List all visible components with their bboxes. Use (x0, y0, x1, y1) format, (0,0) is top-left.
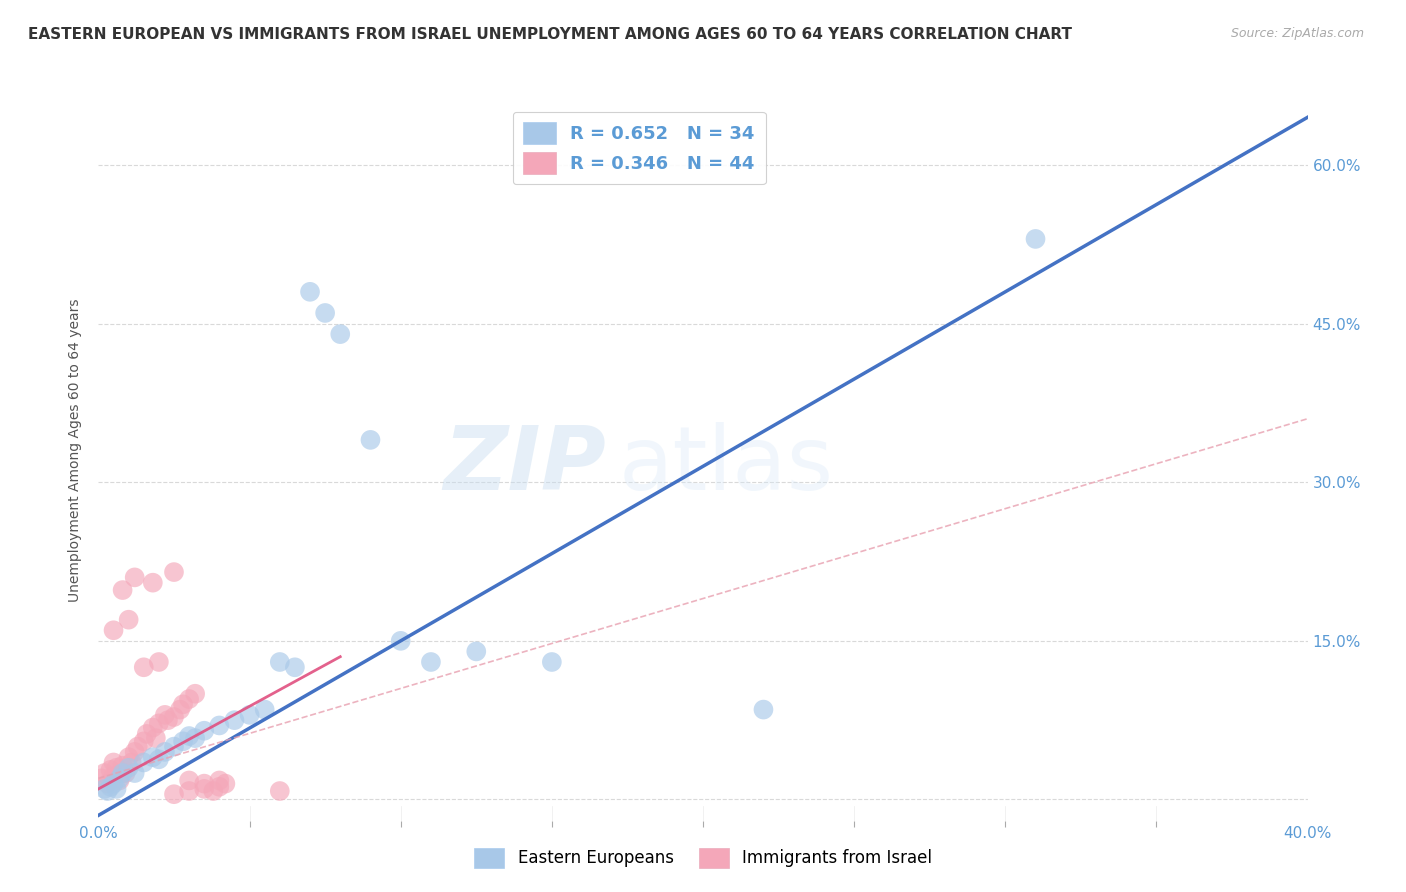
Point (124, 766, 146, 780)
Point (360, 433, 382, 447)
Point (214, 776, 236, 791)
Point (752, 703, 775, 717)
Point (121, 756, 143, 770)
Point (90, 772, 112, 786)
Point (284, 660, 307, 674)
Point (193, 781, 215, 796)
Point (314, 306, 336, 320)
Point (93, 766, 115, 780)
Point (96, 776, 118, 791)
Point (179, 773, 201, 788)
Point (163, 787, 186, 801)
Point (142, 750, 165, 764)
Point (148, 655, 170, 669)
Point (118, 761, 141, 775)
Point (145, 731, 167, 746)
Point (132, 660, 155, 674)
Point (179, 784, 201, 798)
Point (108, 773, 131, 788)
Point (224, 713, 246, 727)
Point (124, 745, 146, 759)
Point (132, 734, 155, 748)
Text: EASTERN EUROPEAN VS IMMIGRANTS FROM ISRAEL UNEMPLOYMENT AMONG AGES 60 TO 64 YEAR: EASTERN EUROPEAN VS IMMIGRANTS FROM ISRA… (28, 27, 1073, 42)
Point (193, 723, 215, 738)
Legend: Eastern Europeans, Immigrants from Israel: Eastern Europeans, Immigrants from Israe… (468, 841, 938, 875)
Point (208, 718, 231, 732)
Point (153, 707, 176, 722)
Point (103, 624, 125, 638)
Point (239, 707, 262, 722)
Point (169, 703, 191, 717)
Point (103, 756, 125, 770)
Point (163, 710, 186, 724)
Point (1024, 232, 1046, 246)
Point (184, 731, 207, 746)
Point (269, 784, 291, 798)
Point (153, 745, 176, 759)
Point (156, 713, 179, 727)
Point (465, 644, 488, 658)
Y-axis label: Unemployment Among Ages 60 to 64 years: Unemployment Among Ages 60 to 64 years (69, 299, 83, 602)
Point (111, 583, 134, 598)
Point (132, 756, 155, 770)
Point (103, 776, 125, 791)
Point (172, 734, 194, 748)
Point (179, 729, 201, 743)
Point (329, 327, 352, 342)
Text: Source: ZipAtlas.com: Source: ZipAtlas.com (1230, 27, 1364, 40)
Point (111, 766, 134, 780)
Point (118, 750, 141, 764)
Point (202, 784, 225, 798)
Legend: R = 0.652   N = 34, R = 0.346   N = 44: R = 0.652 N = 34, R = 0.346 N = 44 (513, 112, 765, 185)
Point (114, 766, 136, 780)
Point (135, 727, 157, 741)
Point (389, 633, 412, 648)
Point (142, 721, 165, 735)
Point (148, 716, 170, 731)
Point (540, 655, 562, 669)
Text: atlas: atlas (619, 422, 834, 508)
Point (208, 780, 231, 794)
Point (253, 703, 276, 717)
Point (163, 739, 186, 754)
Point (269, 655, 291, 669)
Point (118, 613, 141, 627)
Point (93, 781, 115, 796)
Point (184, 687, 207, 701)
Point (163, 565, 186, 579)
Point (208, 773, 231, 788)
Point (96, 784, 118, 798)
Text: ZIP: ZIP (443, 422, 606, 508)
Point (103, 769, 125, 783)
Point (193, 776, 215, 791)
Point (124, 570, 146, 584)
Point (148, 752, 170, 766)
Point (105, 761, 128, 775)
Point (172, 698, 194, 712)
Point (420, 655, 443, 669)
Point (179, 692, 201, 706)
Point (111, 758, 134, 772)
Point (108, 772, 131, 786)
Point (100, 780, 122, 794)
Point (100, 763, 122, 777)
Point (142, 575, 165, 590)
Point (105, 781, 128, 796)
Point (299, 285, 322, 299)
Point (127, 739, 149, 754)
